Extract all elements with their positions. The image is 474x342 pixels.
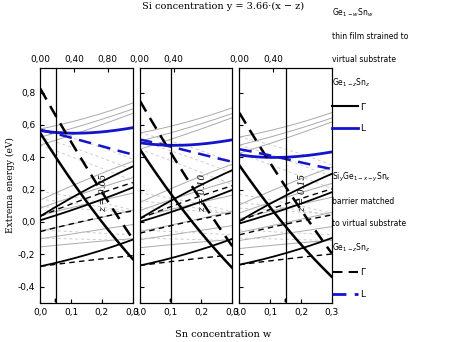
Text: Ge$_{1-z}$Sn$_z$: Ge$_{1-z}$Sn$_z$ [332, 77, 370, 90]
Text: L: L [360, 124, 365, 133]
Text: z = 0.05: z = 0.05 [99, 173, 108, 212]
Text: Sn concentration w: Sn concentration w [174, 330, 271, 339]
Text: L: L [360, 290, 365, 299]
Text: to virtual substrate: to virtual substrate [332, 219, 406, 228]
Text: z = 0.15: z = 0.15 [298, 173, 307, 212]
Text: virtual substrate: virtual substrate [332, 55, 396, 64]
Text: Si$_y$Ge$_{1-x-y}$Sn$_x$: Si$_y$Ge$_{1-x-y}$Sn$_x$ [332, 171, 391, 184]
Y-axis label: Extrema energy (eV): Extrema energy (eV) [6, 137, 15, 234]
Text: z = 0.10: z = 0.10 [198, 173, 207, 212]
Text: thin film strained to: thin film strained to [332, 32, 408, 41]
Text: $\Gamma$: $\Gamma$ [360, 266, 367, 277]
Text: barrier matched: barrier matched [332, 197, 394, 206]
Text: Si concentration y = 3.66·(x − z): Si concentration y = 3.66·(x − z) [142, 2, 304, 11]
Text: $\Gamma$: $\Gamma$ [360, 101, 367, 111]
Text: Ge$_{1-z}$Sn$_z$: Ge$_{1-z}$Sn$_z$ [332, 241, 370, 254]
Text: Ge$_{1-w}$Sn$_w$: Ge$_{1-w}$Sn$_w$ [332, 7, 373, 19]
